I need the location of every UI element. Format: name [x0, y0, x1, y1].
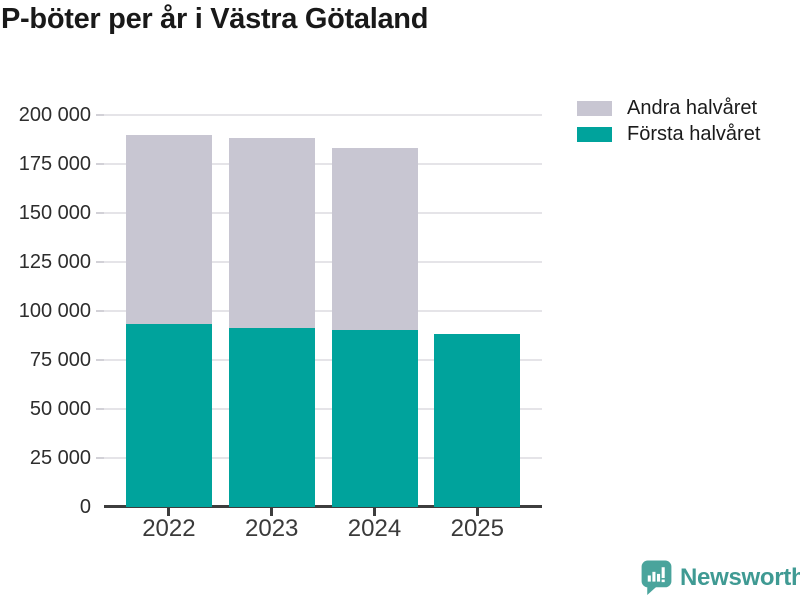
newsworthy-logo-icon	[641, 560, 672, 595]
gridline	[104, 114, 542, 116]
y-axis-label: 125 000	[18, 251, 91, 273]
gridline	[104, 408, 542, 410]
x-axis-line	[104, 504, 542, 508]
gridline	[104, 163, 542, 165]
chart-title: P-böter per år i Västra Götaland	[1, 3, 429, 35]
bar-segment-andra-halv-ret	[331, 148, 418, 330]
bar-segment-f-rsta-halv-ret	[331, 329, 418, 507]
legend-label: Andra halvåret	[627, 96, 758, 119]
legend-item: Andra halvåret	[577, 96, 760, 120]
bar-segment-f-rsta-halv-ret	[228, 327, 315, 507]
x-axis-label: 2023	[245, 515, 299, 542]
gridline	[104, 261, 542, 263]
y-axis-tick	[96, 261, 104, 263]
legend: Andra halvåret Första halvåret	[577, 96, 760, 146]
y-axis-label: 0	[79, 496, 91, 518]
legend-item: Första halvåret	[577, 122, 760, 146]
y-axis-label: 175 000	[18, 153, 91, 175]
y-axis-tick	[96, 310, 104, 312]
bar-segment-andra-halv-ret	[228, 137, 315, 328]
x-axis-tick	[167, 508, 171, 516]
y-axis-tick	[96, 212, 104, 214]
y-axis-label: 75 000	[29, 349, 91, 371]
gridline	[104, 310, 542, 312]
bar-segment-f-rsta-halv-ret	[125, 323, 212, 507]
x-axis-label: 2025	[450, 515, 504, 542]
y-axis-label: 100 000	[18, 300, 91, 322]
y-axis-tick	[96, 408, 104, 410]
y-axis-label: 50 000	[29, 398, 91, 420]
legend-label: Första halvåret	[627, 122, 761, 145]
y-axis-tick	[96, 457, 104, 459]
y-axis-tick	[96, 359, 104, 361]
x-axis-label: 2024	[347, 515, 402, 542]
gridline	[104, 212, 542, 214]
bar-segment-andra-halv-ret	[125, 134, 212, 324]
x-axis-tick	[373, 508, 376, 516]
bar-segment-f-rsta-halv-ret	[434, 333, 521, 507]
legend-swatch	[577, 100, 612, 116]
y-axis-tick	[96, 163, 104, 165]
y-axis-tick	[96, 114, 104, 116]
newsworthy-logo[interactable]: Newsworthy	[640, 559, 800, 596]
y-axis-label: 25 000	[29, 447, 91, 469]
y-axis-label: 150 000	[18, 202, 91, 224]
gridline	[104, 359, 542, 361]
newsworthy-logo-text: Newsworthy	[680, 563, 800, 591]
x-axis-tick	[475, 508, 479, 516]
gridline	[104, 457, 542, 459]
x-axis-label: 2022	[142, 515, 196, 542]
legend-swatch	[577, 126, 612, 142]
x-axis-tick	[270, 508, 274, 516]
y-axis-label: 200 000	[18, 104, 91, 126]
